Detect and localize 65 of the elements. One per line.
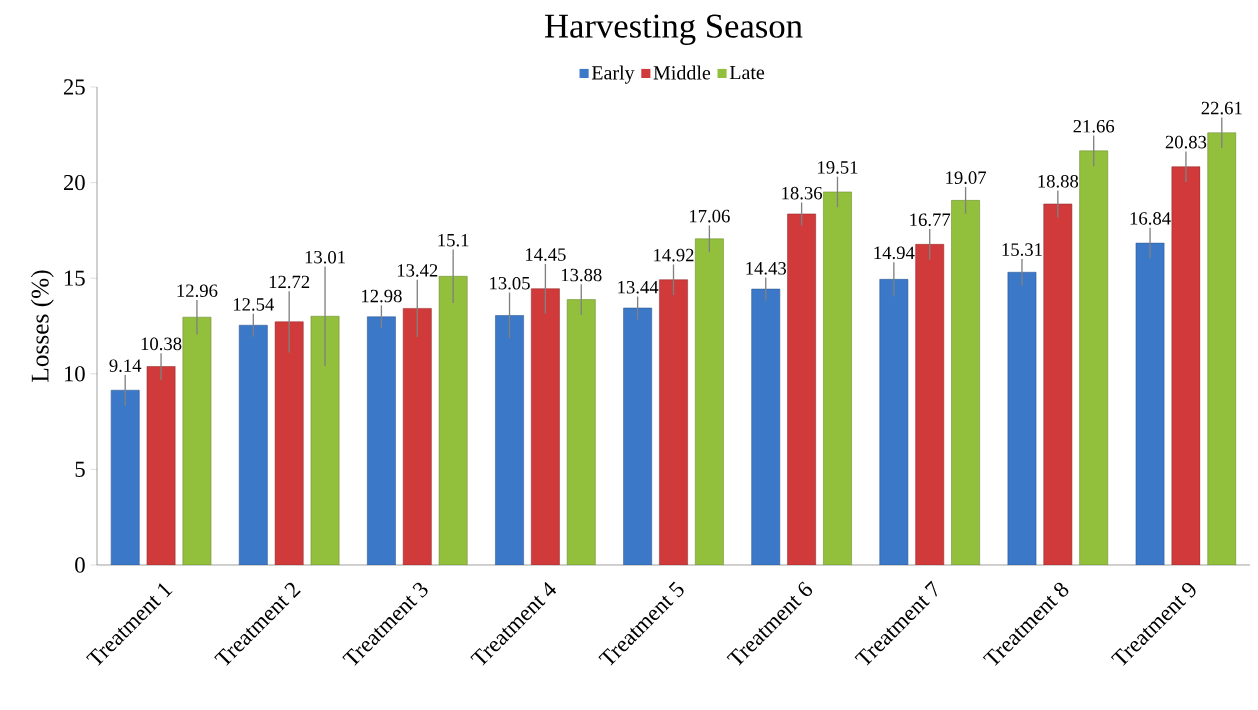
bar (110, 389, 140, 565)
data-label: 10.38 (141, 337, 182, 351)
data-label: 13.44 (618, 280, 659, 294)
data-label: 18.88 (1038, 175, 1079, 188)
bar (787, 213, 816, 565)
bar (1171, 166, 1201, 565)
bar (695, 238, 724, 565)
data-label: 12.72 (269, 275, 310, 289)
data-label: 20.83 (1165, 135, 1207, 149)
data-label: 16.77 (910, 213, 951, 227)
data-label: 15.31 (1002, 243, 1042, 256)
bar (1043, 203, 1073, 565)
bar (182, 316, 212, 565)
data-label: 14.94 (874, 246, 915, 260)
y-axis-title: Losses (%) (30, 270, 54, 382)
data-label: 14.43 (746, 262, 787, 275)
bar (1207, 132, 1237, 565)
bar (402, 308, 432, 565)
data-label: 17.06 (690, 209, 730, 223)
bar (915, 244, 945, 565)
data-label: 13.42 (397, 264, 438, 277)
bar (367, 316, 396, 565)
data-label: 19.07 (946, 171, 987, 185)
bar (274, 321, 304, 565)
data-label: 18.36 (782, 186, 823, 200)
bar (531, 288, 560, 565)
y-tick-label: 15 (64, 270, 85, 286)
bar (495, 315, 524, 565)
data-label: 13.01 (305, 250, 345, 264)
bar (238, 324, 268, 565)
bar (146, 366, 176, 565)
bar (1079, 150, 1109, 565)
bar (951, 200, 980, 565)
data-label: 19.51 (818, 161, 858, 174)
bar (310, 315, 340, 565)
bar (1007, 271, 1037, 565)
chart-title: Harvesting Season (545, 14, 803, 45)
y-tick-label: 5 (75, 461, 85, 477)
bar (566, 299, 596, 565)
data-label: 15.1 (438, 233, 469, 247)
y-tick-label: 20 (63, 174, 85, 191)
bar (1135, 242, 1165, 565)
data-label: 16.84 (1130, 212, 1171, 225)
data-label: 12.54 (233, 298, 275, 311)
data-label: 12.96 (177, 284, 218, 298)
y-tick-label: 0 (75, 557, 85, 573)
data-label: 13.05 (490, 276, 530, 290)
data-label: 14.45 (526, 248, 566, 261)
data-label: 22.61 (1201, 101, 1242, 115)
bar (438, 276, 468, 565)
data-label: 12.98 (362, 289, 402, 303)
data-label: 13.88 (561, 268, 602, 282)
data-label: 9.14 (109, 359, 142, 373)
bar (623, 307, 652, 565)
legend-label: Late (729, 65, 765, 80)
bar (879, 279, 909, 565)
bar (659, 279, 688, 565)
y-tick-label: 25 (63, 79, 85, 95)
data-label: 21.66 (1073, 120, 1115, 133)
bar (823, 191, 852, 565)
legend-label: Early (591, 65, 635, 84)
legend-label: Middle (653, 65, 711, 80)
bar (751, 288, 781, 565)
y-tick-label: 10 (64, 366, 85, 382)
data-label: 14.92 (654, 248, 694, 262)
